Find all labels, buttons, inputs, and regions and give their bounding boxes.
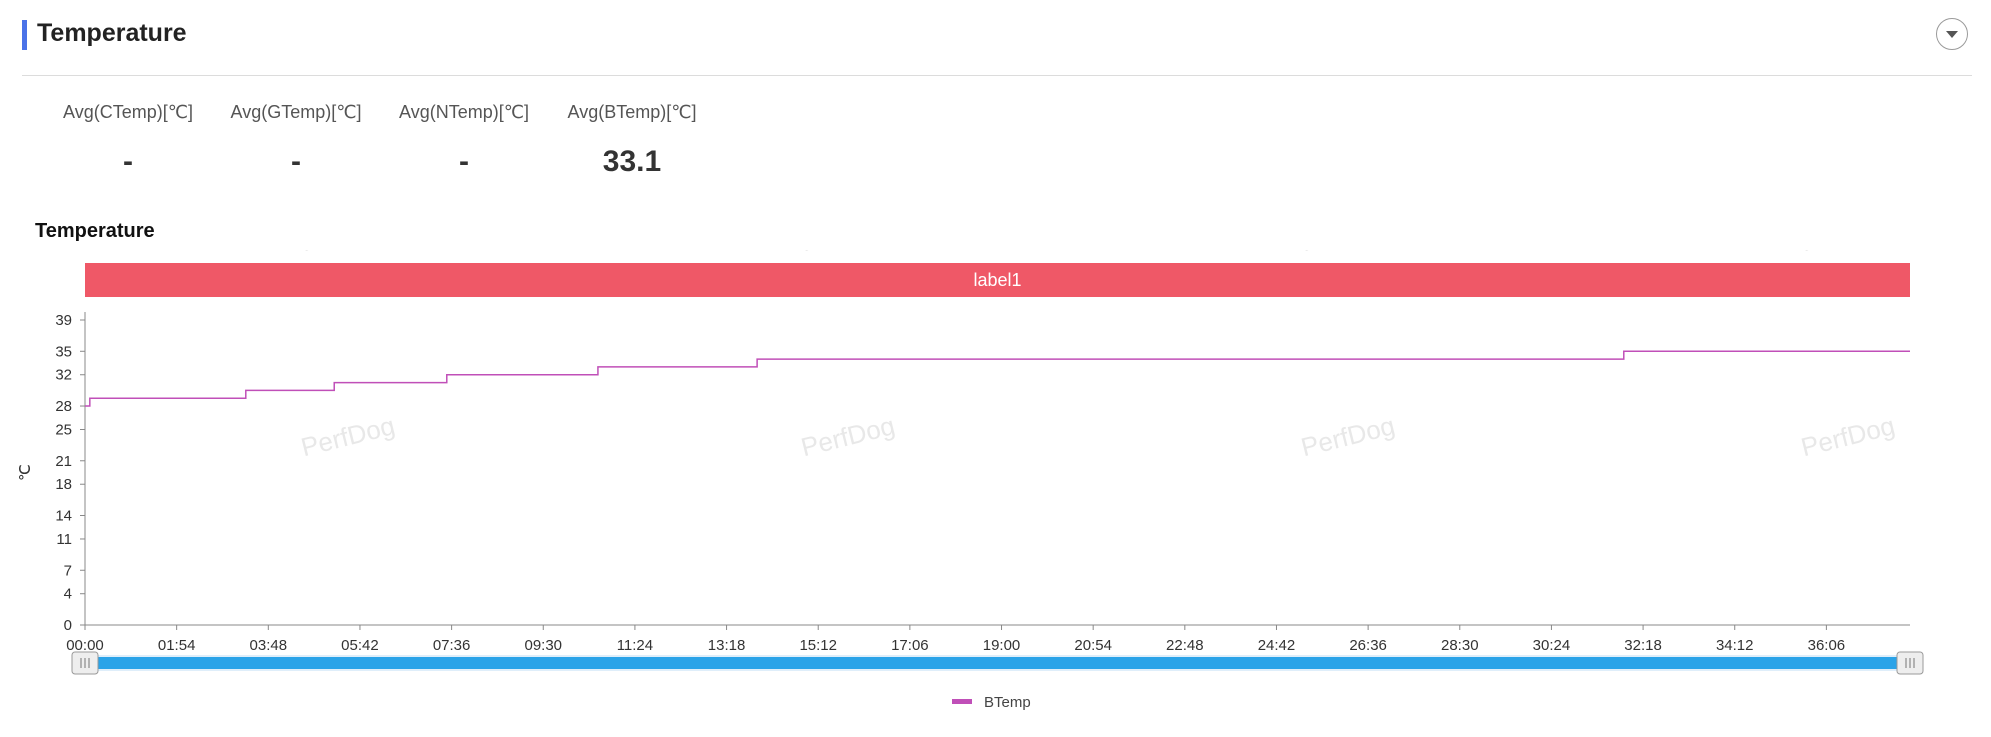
x-tick-label: 19:00 [983,637,1021,654]
x-tick-label: 09:30 [524,637,562,654]
y-tick-label: 21 [55,453,72,470]
label-band-text: label1 [973,270,1021,290]
x-tick-label: 20:54 [1074,637,1112,654]
temperature-chart: PerfDog PerfDog PerfDog PerfDog PerfDog PerfD… [17,250,1924,711]
x-tick-label: 01:54 [158,637,196,654]
chart-title: Temperature [35,220,155,242]
y-tick-label: 25 [55,421,72,438]
stat-btemp: Avg(BTemp)[℃] 33.1 [548,102,716,192]
stat-label: Avg(NTemp)[℃] [399,102,529,122]
legend-swatch-btemp[interactable] [952,699,972,704]
x-tick-label: 05:42 [341,637,379,654]
title-accent-bar [22,20,27,50]
series-line-btemp [85,350,1910,407]
x-tick-label: 17:06 [891,637,929,654]
stat-label: Avg(BTemp)[℃] [567,102,697,122]
x-tick-label: 26:36 [1349,637,1387,654]
watermark-text: PerfDog [298,250,398,257]
x-tick-label: 32:18 [1624,637,1662,654]
x-tick-label: 24:42 [1258,637,1296,654]
y-tick-label: 28 [55,398,72,415]
y-tick-label: 7 [64,562,72,579]
summary-stats: Avg(CTemp)[℃] - Avg(GTemp)[℃] - Avg(NTem… [44,102,716,192]
x-tick-label: 28:30 [1441,637,1479,654]
x-tick-label: 11:24 [617,637,653,654]
stat-gtemp: Avg(GTemp)[℃] - [212,102,380,192]
chevron-down-icon [1946,30,1958,38]
stat-label: Avg(CTemp)[℃] [63,102,193,122]
stat-value: 33.1 [602,145,662,178]
watermark-text: PerfDog [798,250,898,257]
x-tick-label: 34:12 [1716,637,1754,654]
watermark-text: PerfDog [1798,250,1898,257]
x-tick-label: 00:00 [66,637,104,654]
y-tick-label: 4 [64,586,72,603]
y-tick-label: 32 [55,367,72,384]
x-tick-label: 30:24 [1533,637,1571,654]
section-header: Temperature [22,18,1972,68]
stat-value: - [291,145,301,178]
watermark-text: PerfDog [1298,410,1398,462]
y-axis-title: ℃ [17,464,34,481]
header-divider [22,75,1972,76]
y-tick-label: 18 [55,476,72,493]
y-tick-label: 14 [55,508,72,525]
collapse-button[interactable] [1936,18,1968,50]
stat-ntemp: Avg(NTemp)[℃] - [380,102,548,192]
stat-value: - [123,145,133,178]
x-tick-label: 03:48 [250,637,288,654]
watermark-text: PerfDog [1798,410,1898,462]
y-tick-label: 39 [55,312,72,329]
x-tick-label: 36:06 [1808,637,1846,654]
legend-label-btemp[interactable]: BTemp [984,694,1031,711]
watermark-text: PerfDog [298,410,398,462]
x-tick-label: 15:12 [799,637,837,654]
watermark-text: PerfDog [1298,250,1398,257]
y-tick-label: 0 [64,617,72,634]
x-tick-label: 13:18 [708,637,746,654]
stat-ctemp: Avg(CTemp)[℃] - [44,102,212,192]
y-tick-label: 35 [55,343,72,360]
watermark-text: PerfDog [798,410,898,462]
x-tick-label: 07:36 [433,637,471,654]
zoom-slider-range[interactable] [85,657,1910,669]
label-band [85,263,1910,297]
stat-value: - [459,145,469,178]
stat-label: Avg(GTemp)[℃] [230,102,362,122]
y-tick-label: 11 [56,531,72,548]
x-tick-label: 22:48 [1166,637,1204,654]
page-title: Temperature [37,19,187,47]
